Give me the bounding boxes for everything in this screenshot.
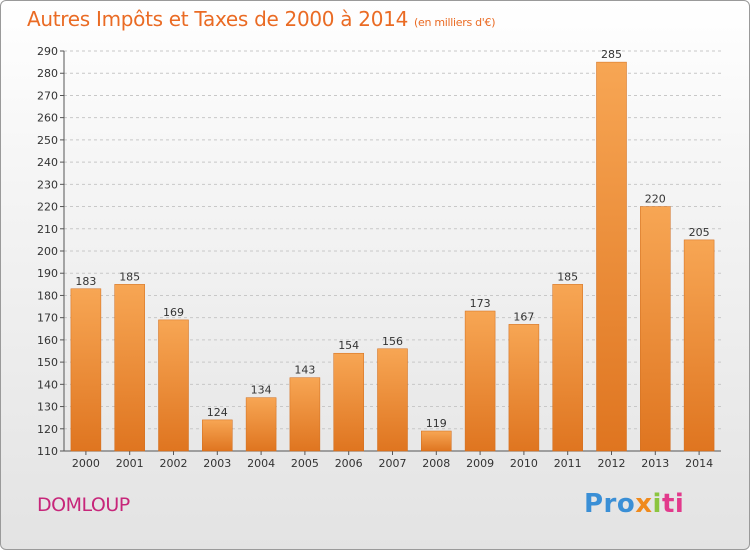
logo-part-1: Pro <box>584 489 636 519</box>
y-tick-label: 290 <box>37 45 58 58</box>
x-tick-label: 2004 <box>247 457 275 470</box>
data-label: 185 <box>119 270 140 283</box>
labels: 110 120 130 140 150 160 170 180 190 200 210 220 230 2… <box>37 45 713 470</box>
y-tick-label: 210 <box>37 223 58 236</box>
x-tick-label: 2001 <box>116 457 144 470</box>
y-tick-label: 240 <box>37 156 58 169</box>
bar <box>114 284 145 452</box>
x-tick-label: 2002 <box>160 457 188 470</box>
bar <box>596 61 627 452</box>
data-label: 156 <box>382 335 403 348</box>
x-tick-label: 2010 <box>510 457 538 470</box>
x-tick-label: 2011 <box>554 457 582 470</box>
data-label: 167 <box>513 310 534 323</box>
y-tick-label: 120 <box>37 423 58 436</box>
y-tick-label: 140 <box>37 378 58 391</box>
bar <box>464 310 496 452</box>
x-tick-label: 2013 <box>641 457 669 470</box>
y-tick-label: 190 <box>37 267 58 280</box>
bar <box>333 352 364 452</box>
data-label: 154 <box>338 339 359 352</box>
data-label: 169 <box>163 306 184 319</box>
commune-name: DOMLOUP <box>37 494 130 516</box>
logo-part-4: ti <box>661 489 685 519</box>
bar <box>421 430 452 452</box>
bar <box>70 288 102 452</box>
y-tick-label: 260 <box>37 112 58 125</box>
bar <box>158 319 189 452</box>
x-tick-label: 2014 <box>685 457 713 470</box>
chart-subtitle: (en milliers d'€) <box>414 16 496 29</box>
y-tick-label: 180 <box>37 289 58 302</box>
y-tick-label: 170 <box>37 312 58 325</box>
bar <box>245 397 277 452</box>
chart-title: Autres Impôts et Taxes de 2000 à 2014 (en… <box>27 7 495 31</box>
data-label: 183 <box>75 275 96 288</box>
x-tick-label: 2007 <box>379 457 407 470</box>
x-tick-label: 2009 <box>466 457 494 470</box>
y-tick-label: 200 <box>37 245 58 258</box>
y-tick-label: 230 <box>37 178 58 191</box>
y-tick-label: 150 <box>37 356 58 369</box>
y-tick-label: 280 <box>37 67 58 80</box>
data-label: 134 <box>251 384 272 397</box>
logo-part-3: i <box>652 489 662 519</box>
x-tick-label: 2005 <box>291 457 319 470</box>
y-tick-label: 110 <box>37 445 58 458</box>
data-label: 119 <box>426 417 447 430</box>
y-tick-label: 220 <box>37 201 58 214</box>
y-tick-label: 270 <box>37 89 58 102</box>
x-tick-label: 2006 <box>335 457 363 470</box>
data-label: 205 <box>689 226 710 239</box>
data-label: 143 <box>294 364 315 377</box>
bar <box>508 324 540 452</box>
logo-part-2: x <box>635 489 653 519</box>
chart-title-text: Autres Impôts et Taxes de 2000 à 2014 <box>27 7 408 31</box>
data-label: 220 <box>645 193 666 206</box>
x-tick-label: 2012 <box>598 457 626 470</box>
x-tick-label: 2008 <box>422 457 450 470</box>
y-tick-label: 250 <box>37 134 58 147</box>
proxiti-logo: Proxiti <box>584 489 684 519</box>
data-label: 173 <box>470 297 491 310</box>
y-tick-label: 160 <box>37 334 58 347</box>
bar <box>377 348 408 452</box>
y-tick-label: 130 <box>37 401 58 414</box>
bar <box>552 284 583 452</box>
data-label: 285 <box>601 48 622 61</box>
x-tick-label: 2003 <box>203 457 231 470</box>
bar <box>640 206 671 452</box>
bar <box>289 377 321 452</box>
bar <box>683 239 715 452</box>
data-label: 185 <box>557 270 578 283</box>
data-label: 124 <box>207 406 228 419</box>
bars <box>70 61 715 452</box>
bar <box>202 419 233 452</box>
x-tick-label: 2000 <box>72 457 100 470</box>
